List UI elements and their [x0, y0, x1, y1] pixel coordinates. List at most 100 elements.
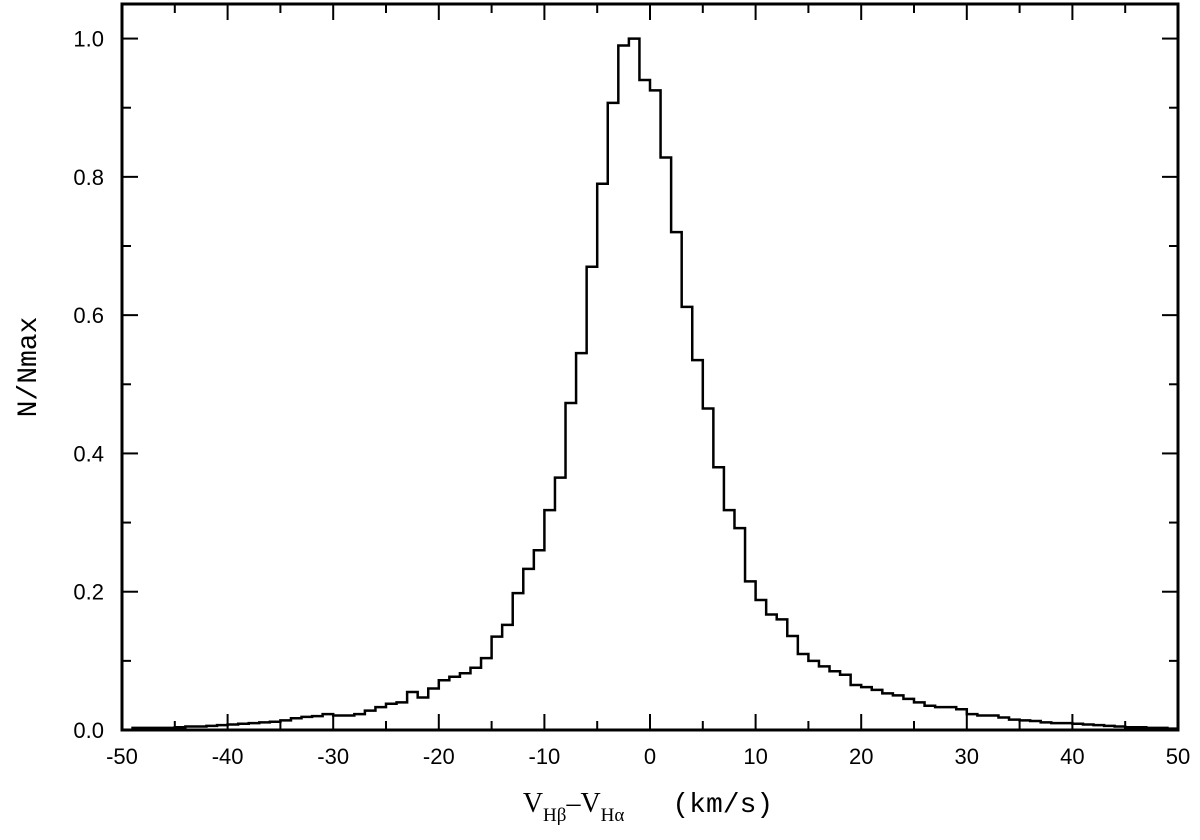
- histogram-bin: [967, 714, 978, 730]
- histogram-bin: [175, 727, 186, 730]
- histogram-bin: [555, 478, 566, 730]
- histogram-bin: [893, 695, 904, 730]
- histogram-bin: [787, 636, 798, 730]
- histogram-bin: [956, 709, 967, 730]
- histogram-bin: [238, 724, 249, 730]
- x-axis-title-v1: V: [523, 788, 543, 819]
- histogram-bin: [1083, 724, 1094, 730]
- histogram-bin: [460, 673, 471, 730]
- histogram-bin: [977, 715, 988, 730]
- x-tick-label: 10: [743, 744, 767, 769]
- x-tick-label: 50: [1166, 744, 1190, 769]
- histogram-bin: [280, 720, 291, 730]
- histogram-bin: [682, 307, 693, 730]
- histogram-bin: [439, 680, 450, 730]
- histogram-bin: [724, 510, 735, 730]
- histogram-bin: [302, 717, 313, 730]
- histogram-bin: [1020, 720, 1031, 730]
- histogram-bin: [449, 677, 460, 730]
- histogram-bin: [1104, 726, 1115, 730]
- histogram-bin: [851, 685, 862, 730]
- histogram-bin: [164, 728, 175, 730]
- histogram-bin: [228, 724, 239, 730]
- histogram-bin: [386, 704, 397, 730]
- histogram-bin: [1157, 728, 1168, 730]
- x-axis-title-v2: V: [580, 788, 600, 819]
- x-tick-label: -40: [212, 744, 244, 769]
- histogram-bin: [1146, 728, 1157, 730]
- histogram-bin: [703, 408, 714, 730]
- histogram-bin: [270, 722, 281, 730]
- histogram-bin: [249, 723, 260, 730]
- x-axis-title: VHβ–VHα (km/s): [523, 788, 773, 826]
- histogram-bin: [840, 675, 851, 730]
- axis-tick-labels: -50 -40 -30 -20 -10 0 10 20 30 40 50 0.0 0.2 0.4 0.6 0.…: [73, 27, 1190, 769]
- histogram-bin: [903, 699, 914, 730]
- histogram-bin: [291, 718, 302, 730]
- histogram-bin: [344, 715, 355, 730]
- histogram-bin: [481, 658, 492, 730]
- histogram-bin: [777, 619, 788, 730]
- histogram-bin: [534, 550, 545, 730]
- histogram-bin: [206, 726, 217, 730]
- histogram-bin: [946, 707, 957, 730]
- histogram-bin: [661, 157, 672, 730]
- histogram-bin: [650, 90, 661, 730]
- histogram-bin: [1136, 727, 1147, 730]
- histogram-bin: [1125, 727, 1136, 730]
- histogram-bin: [217, 725, 228, 730]
- x-tick-label: 0: [644, 744, 656, 769]
- histogram-bin: [544, 510, 555, 730]
- histogram-bin: [397, 702, 408, 730]
- histogram-bin: [492, 637, 503, 730]
- histogram-bin: [639, 80, 650, 730]
- histogram-bin: [756, 600, 767, 730]
- y-tick-label: 0.6: [73, 303, 104, 328]
- histogram-bin: [629, 39, 640, 730]
- x-axis-title-sub2: Hα: [601, 805, 625, 826]
- histogram-bin: [1072, 724, 1083, 730]
- histogram-bin: [502, 625, 513, 730]
- x-tick-label: 20: [849, 744, 873, 769]
- y-axis-title: N/Nmax: [14, 317, 45, 418]
- y-tick-label: 0.4: [73, 441, 104, 466]
- histogram-bin: [597, 184, 608, 730]
- histogram-bin: [566, 403, 577, 730]
- histogram-bin: [608, 103, 619, 730]
- histogram-bin: [143, 728, 154, 730]
- x-tick-label: 30: [955, 744, 979, 769]
- histogram-bin: [692, 360, 703, 730]
- histogram-bin: [745, 581, 756, 730]
- x-tick-label: -30: [317, 744, 349, 769]
- y-tick-label: 0.8: [73, 165, 104, 190]
- histogram-bin: [259, 722, 270, 730]
- histogram-bin: [988, 715, 999, 730]
- histogram-bin: [1167, 729, 1178, 730]
- histogram-bin: [808, 661, 819, 730]
- y-tick-label: 1.0: [73, 27, 104, 52]
- histogram-bin: [1051, 723, 1062, 730]
- histogram-bin: [998, 718, 1009, 730]
- x-axis-title-units: (km/s): [672, 790, 773, 821]
- histogram-bin: [375, 707, 386, 730]
- histogram-bin: [1030, 721, 1041, 730]
- histogram-bin: [1062, 723, 1073, 730]
- histogram-bin: [1009, 720, 1020, 730]
- histogram-bin: [407, 692, 418, 730]
- histogram-bin: [830, 671, 841, 730]
- histogram-bin: [1041, 722, 1052, 730]
- histogram-outline: [122, 37, 1178, 732]
- histogram-bin: [1094, 725, 1105, 730]
- histogram-bin: [333, 715, 344, 730]
- histogram-bin: [323, 714, 334, 730]
- x-tick-label: -50: [106, 744, 138, 769]
- histogram-bin: [523, 569, 534, 730]
- histogram-bin: [470, 668, 481, 730]
- histogram-bin: [882, 693, 893, 730]
- histogram-bin: [618, 45, 629, 730]
- histogram-bin: [365, 711, 376, 730]
- histogram-bin: [819, 666, 830, 730]
- histogram-bin: [428, 689, 439, 730]
- x-tick-label: -20: [423, 744, 455, 769]
